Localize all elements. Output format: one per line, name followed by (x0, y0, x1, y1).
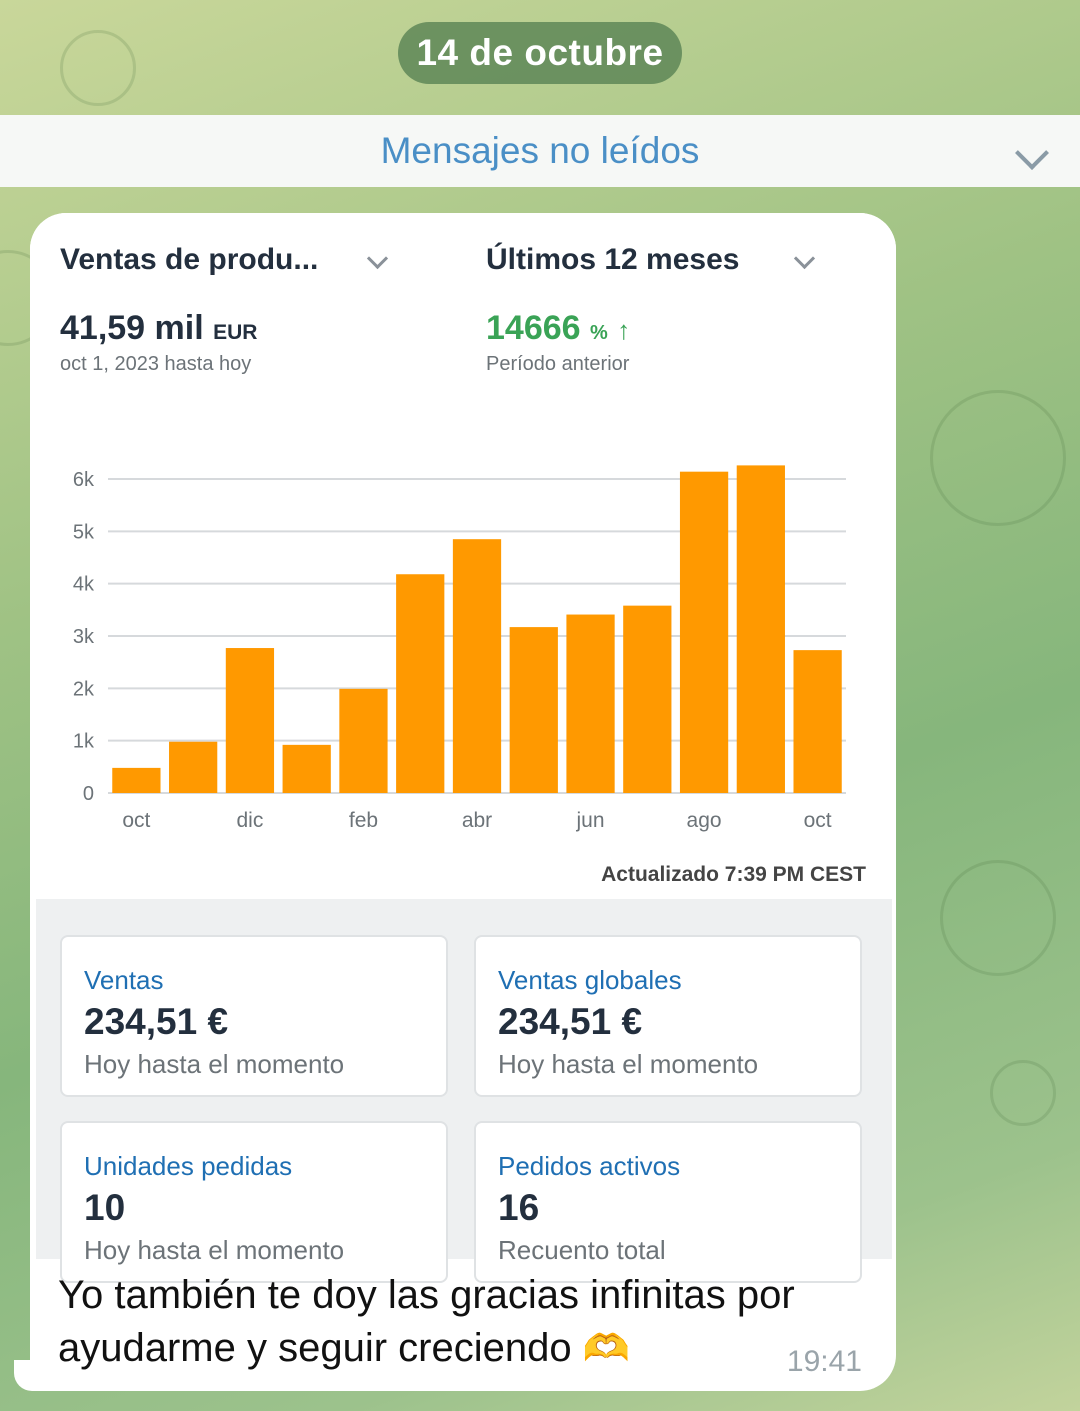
bar-jul (623, 605, 672, 793)
y-tick-label: 1k (73, 731, 95, 753)
x-tick-label: jun (576, 809, 605, 832)
x-tick-label: oct (804, 809, 832, 832)
background-doodle (990, 1060, 1056, 1126)
total-range: oct 1, 2023 hasta hoy (60, 353, 252, 375)
x-tick-label: abr (462, 809, 492, 832)
bar-mar (396, 574, 445, 793)
bar-ago (679, 471, 729, 793)
metric-value: 10 (84, 1187, 126, 1228)
bar-nov (169, 741, 218, 793)
change-caption: Período anterior (486, 353, 630, 375)
y-tick-label: 4k (73, 574, 95, 596)
y-tick-label: 0 (83, 783, 94, 805)
period-filter-label: Últimos 12 meses (486, 243, 740, 276)
unread-messages-label: Mensajes no leídos (380, 130, 700, 171)
change-unit: % (590, 322, 608, 344)
sales-bar-chart: 0 1k 2k 3k 4k 5k 6k oct dic feb abr jun ago oct (73, 465, 846, 832)
bar-oct (793, 650, 842, 793)
bar-feb (339, 688, 388, 793)
bar-ene (282, 744, 331, 793)
metric-label: Ventas (84, 965, 164, 995)
x-tick-label: dic (236, 809, 263, 832)
metric-card[interactable]: Ventas 234,51 € Hoy hasta el momento (60, 935, 448, 1097)
chevron-down-icon (793, 247, 816, 270)
metric-value: 234,51 € (498, 1001, 643, 1042)
chevron-down-icon (366, 247, 389, 270)
message-bubble[interactable]: Ventas de produ... Últimos 12 meses 41,5… (30, 213, 896, 1391)
message-time: 19:41 (786, 1345, 862, 1378)
metric-value: 234,51 € (84, 1001, 229, 1042)
change-percent: 14666 % ↑ (486, 309, 630, 348)
updated-timestamp: Actualizado 7:39 PM CEST (601, 863, 866, 886)
background-doodle (940, 860, 1056, 976)
bar-may (509, 627, 558, 793)
total-sales-value: 41,59 mil (60, 309, 204, 347)
metric-label: Pedidos activos (498, 1151, 681, 1181)
bar-oct (112, 767, 161, 793)
x-tick-label: ago (687, 809, 722, 832)
metric-label: Ventas globales (498, 965, 682, 995)
total-sales: 41,59 mil EUR (60, 309, 257, 348)
unread-messages-banner[interactable]: Mensajes no leídos (0, 115, 1080, 187)
bar-abr (452, 539, 502, 793)
metric-caption: Hoy hasta el momento (498, 1049, 759, 1079)
bar-sep (736, 465, 785, 793)
metric-card[interactable]: Pedidos activos 16 Recuento total (474, 1121, 862, 1283)
change-value: 14666 (486, 309, 581, 347)
metric-caption: Hoy hasta el momento (84, 1049, 345, 1079)
screenshot-image[interactable]: Ventas de produ... Últimos 12 meses 41,5… (30, 213, 896, 1283)
metric-card[interactable]: Ventas globales 234,51 € Hoy hasta el mo… (474, 935, 862, 1097)
product-filter-label: Ventas de produ... (60, 243, 319, 276)
metric-cards: Ventas 234,51 € Hoy hasta el momento Ven… (36, 899, 892, 1283)
x-tick-label: oct (122, 809, 150, 832)
bar-jun (566, 614, 615, 793)
metric-caption: Hoy hasta el momento (84, 1235, 345, 1265)
y-tick-label: 2k (73, 678, 95, 700)
total-sales-unit: EUR (213, 321, 258, 344)
metric-card[interactable]: Unidades pedidas 10 Hoy hasta el momento (60, 1121, 448, 1283)
y-tick-label: 6k (73, 469, 95, 491)
background-doodle (930, 390, 1066, 526)
y-tick-label: 5k (73, 521, 95, 543)
y-tick-label: 3k (73, 626, 95, 648)
background-doodle (60, 30, 136, 106)
message-body: Yo también te doy las gracias infinitas … (58, 1273, 795, 1370)
x-tick-label: feb (349, 809, 378, 832)
metric-label: Unidades pedidas (84, 1151, 293, 1181)
arrow-up-icon: ↑ (617, 315, 631, 345)
message-text: Yo también te doy las gracias infinitas … (58, 1269, 888, 1376)
chevron-down-icon[interactable] (1015, 136, 1049, 170)
metric-value: 16 (498, 1187, 540, 1228)
heart-hands-emoji: 🫶 (582, 1328, 631, 1370)
date-pill: 14 de octubre (398, 22, 682, 84)
bar-dic (225, 648, 275, 793)
metric-caption: Recuento total (498, 1235, 666, 1265)
